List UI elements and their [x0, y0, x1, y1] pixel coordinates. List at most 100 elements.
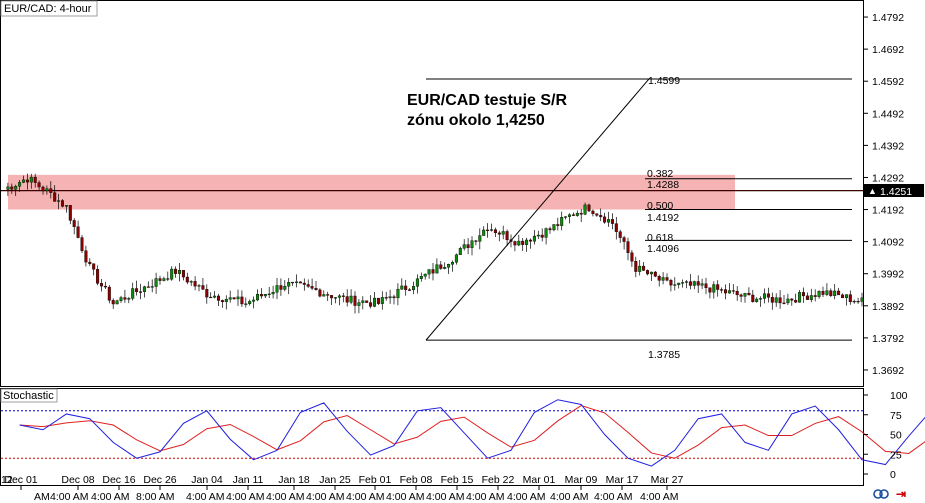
candle-body	[334, 297, 338, 299]
fib-618-price: 1.4096	[647, 243, 679, 255]
candle-body	[353, 295, 357, 306]
current-price-arrow: ▲	[868, 186, 877, 196]
stochastic-panel: Stochastic 100 75 50 25 0	[0, 388, 925, 481]
candle-body	[669, 280, 673, 286]
candle-body	[224, 299, 228, 303]
time-tick-label: Dec 01	[4, 474, 37, 486]
candle-body	[790, 298, 794, 301]
candle-body	[505, 231, 509, 240]
price-tick-label: 1.4292	[872, 172, 904, 184]
time-subtick-label: AM	[34, 491, 50, 503]
candle-body	[72, 220, 76, 227]
candle-body	[525, 239, 529, 245]
candle-body	[177, 270, 181, 274]
candle-body	[735, 291, 739, 296]
candle-body	[798, 292, 802, 303]
candle-body	[64, 205, 68, 207]
candle-body	[92, 263, 96, 270]
candle-body	[209, 296, 213, 299]
link-icon[interactable]	[873, 489, 889, 499]
candle-body	[490, 229, 494, 231]
fib-618-ratio: 0.618	[647, 232, 673, 244]
candle-body	[626, 241, 630, 253]
candle-body	[587, 204, 591, 212]
candle-body	[700, 283, 704, 286]
candle-body	[337, 295, 341, 298]
fibonacci-retracement: 1.4599 0.382 1.4288 0.500 1.4192 0.618 1…	[425, 75, 852, 361]
candle-body	[252, 299, 256, 302]
candle-body	[263, 293, 267, 297]
time-tick-label: Jan 18	[278, 474, 310, 486]
time-subtick-label: 4:00 AM	[386, 491, 425, 503]
candle-body	[782, 302, 786, 304]
candle-body	[774, 297, 778, 303]
candle-body	[33, 176, 37, 183]
time-tick-label: Feb 15	[441, 474, 474, 486]
candle-body	[6, 186, 10, 190]
candle-body	[532, 235, 536, 242]
price-tick-label: 1.3792	[872, 333, 904, 345]
candle-body	[419, 276, 423, 279]
candle-body	[673, 284, 677, 286]
candle-body	[193, 281, 197, 287]
candle-body	[37, 182, 41, 188]
candle-body	[115, 300, 119, 305]
candle-body	[275, 285, 279, 293]
time-subtick-label: 4:00 AM	[466, 491, 505, 503]
stoch-tick-label: 75	[890, 410, 902, 422]
candle-body	[529, 239, 533, 242]
candle-body	[451, 262, 455, 265]
candle-body	[486, 229, 490, 231]
candle-body	[166, 278, 170, 280]
candle-body	[341, 295, 345, 297]
fib-500-price: 1.4192	[647, 212, 679, 224]
candle-body	[614, 223, 618, 232]
candle-body	[755, 298, 759, 302]
candle-body	[142, 286, 146, 292]
candle-body	[720, 289, 724, 291]
stoch-tick-label: 25	[890, 449, 902, 461]
candle-body	[439, 264, 443, 269]
time-tick-label: Feb 01	[359, 474, 392, 486]
fib-trend-line	[425, 78, 650, 341]
price-tick-label: 1.4692	[872, 44, 904, 56]
close-icon[interactable]: ⇥	[896, 487, 906, 501]
candle-body	[185, 276, 189, 283]
candle-body	[170, 268, 174, 280]
candle-body	[220, 300, 224, 303]
candle-body	[536, 234, 540, 237]
current-price-label: 1.4251	[880, 186, 912, 198]
candle-body	[470, 240, 474, 248]
time-subtick-label: 4:00 AM	[594, 491, 633, 503]
candle-body	[458, 248, 462, 255]
candle-body	[25, 179, 29, 183]
candle-body	[197, 285, 201, 287]
candle-body	[322, 294, 326, 297]
candle-body	[318, 289, 322, 297]
candle-body	[10, 186, 14, 190]
candle-body	[474, 240, 478, 242]
candle-body	[415, 278, 419, 287]
candle-body	[267, 293, 271, 295]
candle-body	[131, 288, 135, 299]
candle-body	[688, 281, 692, 286]
time-subtick-label: 4:00 AM	[550, 491, 589, 503]
candle-body	[743, 292, 747, 297]
candle-body	[466, 244, 470, 248]
candle-body	[14, 185, 18, 190]
candle-body	[404, 285, 408, 290]
candle-body	[283, 285, 287, 290]
candle-body	[544, 228, 548, 238]
candle-body	[642, 265, 646, 271]
candle-body	[817, 291, 821, 297]
candle-body	[716, 284, 720, 290]
candle-body	[88, 261, 92, 264]
candle-body	[302, 282, 306, 285]
candle-body	[860, 297, 864, 302]
candle-body	[462, 244, 466, 249]
window-title: EUR/CAD: 4-hour	[4, 3, 92, 15]
time-tick-label: Feb 22	[482, 474, 515, 486]
candle-body	[786, 298, 790, 304]
time-tick-label: Jan 25	[319, 474, 351, 486]
